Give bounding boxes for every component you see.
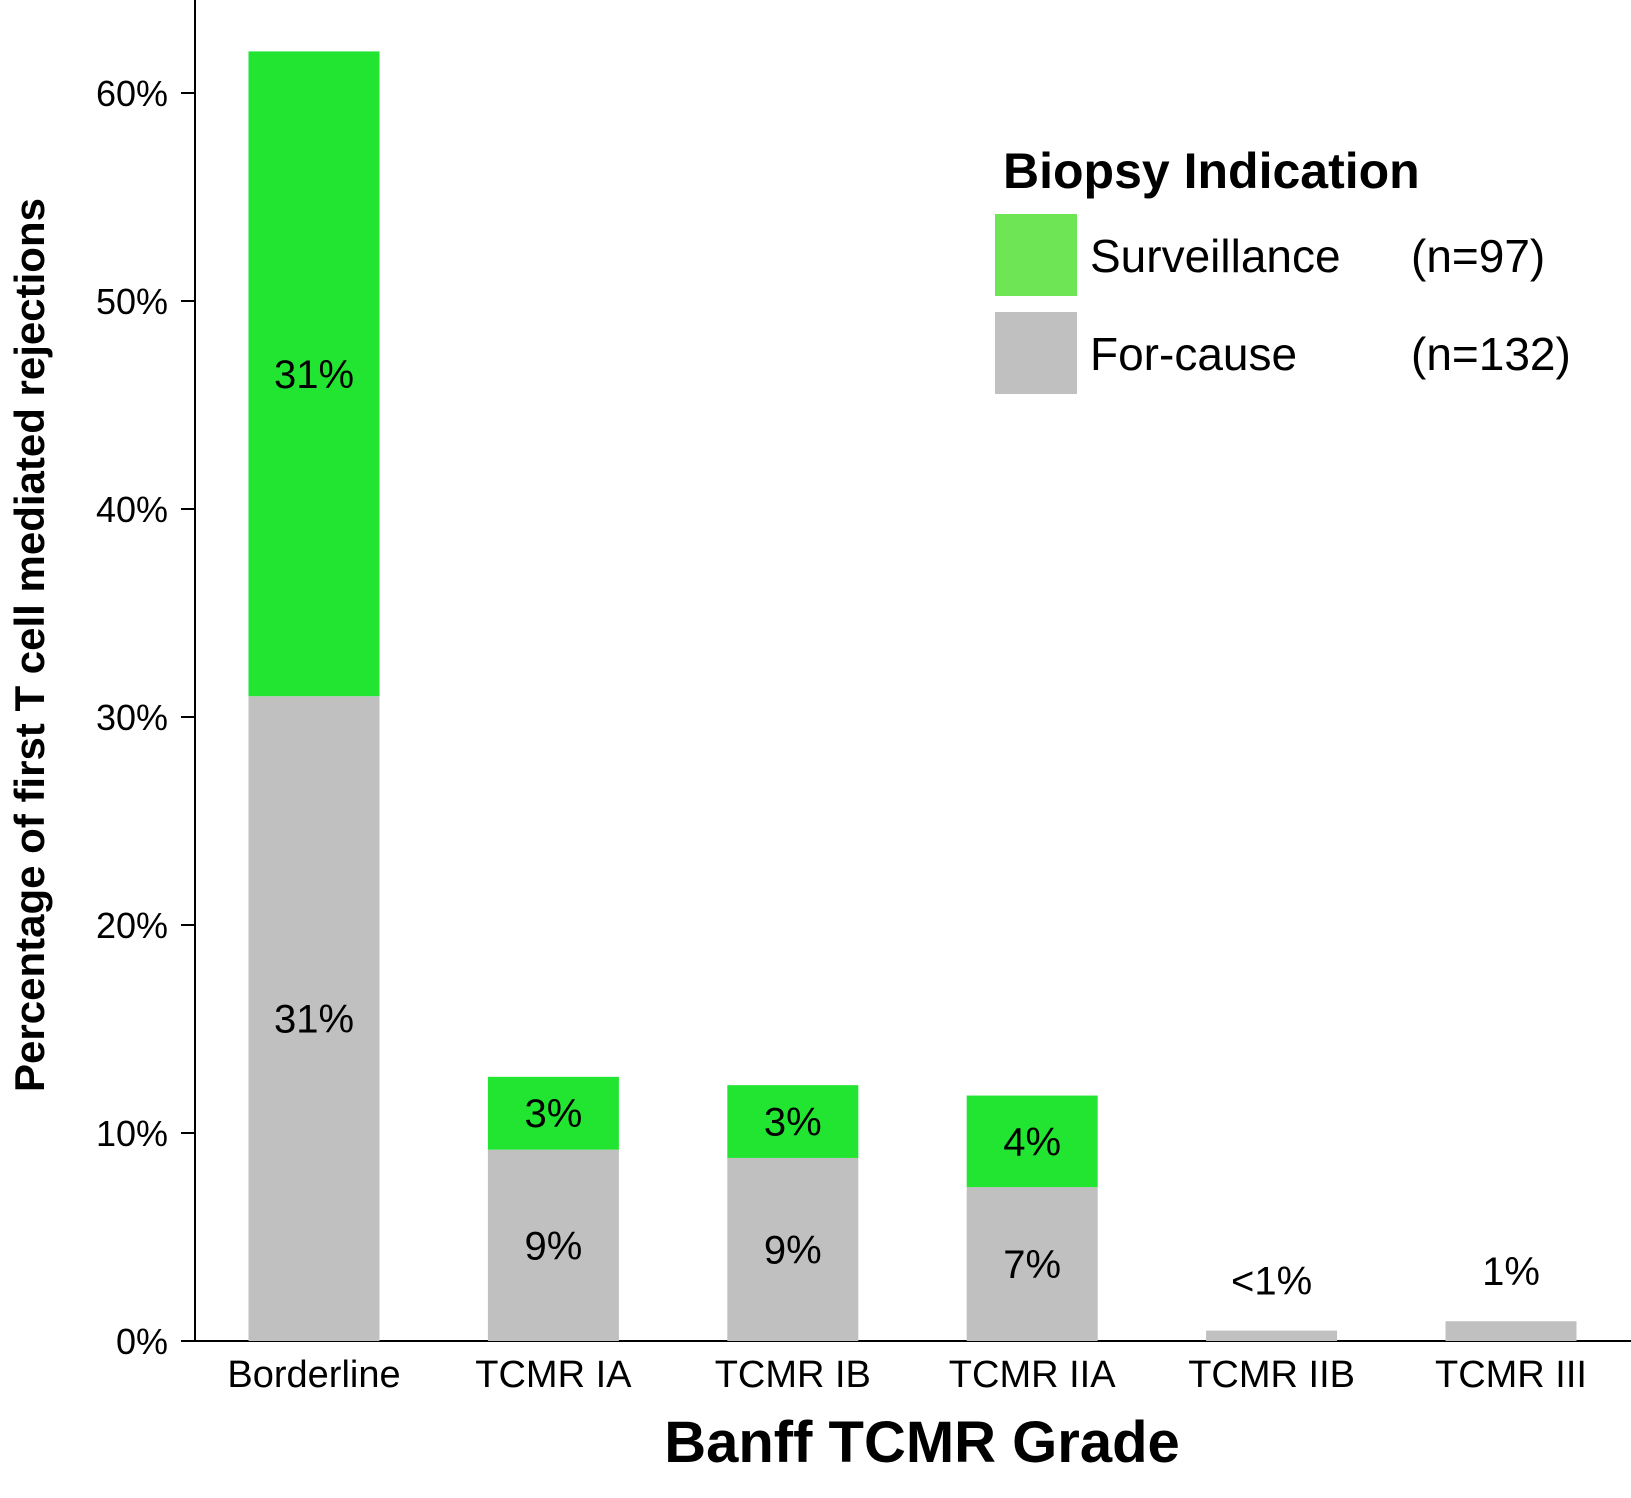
x-axis-title: Banff TCMR Grade <box>664 1410 1180 1475</box>
bar-for-cause-tcmr-iii <box>1445 1321 1577 1341</box>
y-tick-label: 60% <box>96 73 168 114</box>
data-label-for-cause-tcmr-iia: 7% <box>1003 1243 1061 1287</box>
bar-surveillance-tcmr-ib <box>727 1085 859 1158</box>
y-tick-label: 40% <box>96 489 168 530</box>
bar-for-cause-tcmr-iia <box>966 1187 1098 1341</box>
y-tick-label: 10% <box>96 1113 168 1154</box>
legend: Biopsy Indication Surveillance (n=97) Fo… <box>995 143 1571 394</box>
bar-surveillance-tcmr-iia <box>966 1095 1098 1188</box>
legend-label-surveillance: Surveillance <box>1090 230 1341 282</box>
data-label-surveillance-tcmr-ib: 3% <box>764 1101 822 1145</box>
bar-surveillance-tcmr-ia <box>487 1076 619 1150</box>
legend-n-surveillance: (n=97) <box>1411 230 1545 282</box>
data-label-for-cause-tcmr-iii: 1% <box>1482 1250 1540 1294</box>
x-tick-label-borderline: Borderline <box>227 1354 400 1396</box>
legend-n-for-cause: (n=132) <box>1411 328 1571 380</box>
x-tick-label-tcmr-ia: TCMR IA <box>475 1354 632 1396</box>
bars: 31% 31% 9% 3% 9% 3% 7% 4% <1% 1% <box>248 51 1577 1341</box>
legend-swatch-surveillance <box>995 214 1077 296</box>
x-tick-labels: Borderline TCMR IA TCMR IB TCMR IIA TCMR IIB… <box>227 1354 1587 1396</box>
y-tick-label: 30% <box>96 697 168 738</box>
data-label-surveillance-tcmr-ia: 3% <box>524 1092 582 1136</box>
bar-for-cause-tcmr-ib <box>727 1157 859 1341</box>
y-axis-title: Percentage of first T cell mediated reje… <box>6 198 53 1092</box>
data-label-for-cause-tcmr-ib: 9% <box>764 1228 822 1272</box>
x-tick-label-tcmr-iia: TCMR IIA <box>949 1354 1116 1396</box>
legend-title: Biopsy Indication <box>1003 143 1420 199</box>
axes: 0% 10% 20% 30% 40% 50% 60% <box>96 0 1631 1362</box>
bar-for-cause-borderline <box>248 696 380 1341</box>
data-label-surveillance-tcmr-iia: 4% <box>1003 1120 1061 1164</box>
x-tick-label-tcmr-iib: TCMR IIB <box>1188 1354 1355 1396</box>
y-tick-label: 20% <box>96 905 168 946</box>
y-tick-label: 50% <box>96 281 168 322</box>
legend-swatch-for-cause <box>995 312 1077 394</box>
data-label-surveillance-borderline: 31% <box>274 353 354 397</box>
y-ticks: 0% 10% 20% 30% 40% 50% 60% <box>96 73 195 1362</box>
data-label-for-cause-tcmr-iib: <1% <box>1231 1260 1312 1304</box>
data-label-for-cause-tcmr-ia: 9% <box>524 1224 582 1268</box>
bar-for-cause-tcmr-iib <box>1206 1330 1338 1341</box>
y-tick-label: 0% <box>116 1321 168 1362</box>
x-tick-label-tcmr-iii: TCMR III <box>1435 1354 1587 1396</box>
x-tick-label-tcmr-ib: TCMR IB <box>715 1354 871 1396</box>
bar-surveillance-borderline <box>248 51 380 697</box>
legend-label-for-cause: For-cause <box>1090 328 1297 380</box>
data-label-for-cause-borderline: 31% <box>274 998 354 1042</box>
bar-for-cause-tcmr-ia <box>487 1149 619 1341</box>
